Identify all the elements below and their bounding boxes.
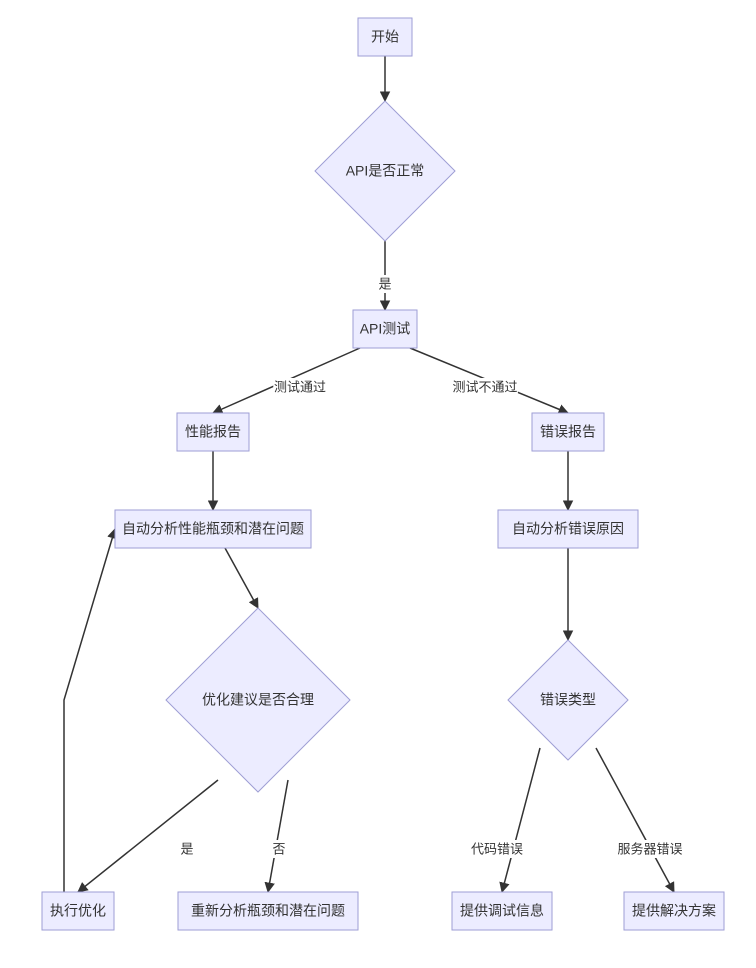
node-label-api_test: API测试 (360, 321, 411, 337)
node-opt_decide: 优化建议是否合理 (166, 608, 350, 792)
node-label-debug_info: 提供调试信息 (460, 903, 544, 919)
node-label-auto_err: 自动分析错误原因 (512, 521, 624, 537)
edge-label-api_normal-api_test: 是 (378, 276, 391, 291)
edge-label-api_test-err_report: 测试不通过 (452, 379, 517, 394)
edge-label-opt_decide-exec_opt: 是 (180, 841, 193, 856)
edge-auto_perf-opt_decide (225, 548, 258, 608)
edge-opt_decide-exec_opt (78, 780, 218, 892)
node-start: 开始 (358, 18, 412, 56)
node-api_test: API测试 (353, 310, 417, 348)
edge-label-err_type-debug_info: 代码错误 (471, 841, 523, 856)
node-label-perf_report: 性能报告 (185, 424, 241, 440)
edge-label-opt_decide-reanalyze: 否 (272, 841, 285, 856)
edge-opt_decide-reanalyze (268, 780, 288, 892)
edge-err_type-solution (596, 748, 674, 892)
node-reanalyze: 重新分析瓶颈和潜在问题 (178, 892, 358, 930)
node-debug_info: 提供调试信息 (452, 892, 552, 930)
nodes-layer: 开始 API是否正常 API测试性能报告 错误报告自动分析性能瓶颈和潜在问题 自动分析错… (42, 18, 724, 930)
node-api_normal: API是否正常 (315, 101, 455, 241)
node-solution: 提供解决方案 (624, 892, 724, 930)
node-perf_report: 性能报告 (177, 413, 249, 451)
edge-label-api_test-perf_report: 测试通过 (274, 379, 326, 394)
node-label-api_normal: API是否正常 (346, 163, 425, 179)
edge-err_type-debug_info (502, 748, 540, 892)
edge-exec_opt-auto_perf (64, 529, 115, 892)
node-label-err_report: 错误报告 (540, 424, 596, 440)
node-label-auto_perf: 自动分析性能瓶颈和潜在问题 (122, 521, 304, 537)
node-label-opt_decide: 优化建议是否合理 (202, 692, 314, 708)
node-label-exec_opt: 执行优化 (50, 903, 106, 919)
edge-label-err_type-solution: 服务器错误 (617, 841, 682, 856)
node-label-err_type: 错误类型 (540, 692, 596, 708)
node-auto_perf: 自动分析性能瓶颈和潜在问题 (115, 510, 311, 548)
node-exec_opt: 执行优化 (42, 892, 114, 930)
flowchart-canvas: 是测试通过测试不通过是否代码错误服务器错误开始API是否正常API测试性能报告错… (0, 0, 756, 968)
node-auto_err: 自动分析错误原因 (498, 510, 638, 548)
node-label-reanalyze: 重新分析瓶颈和潜在问题 (191, 903, 345, 919)
node-err_report: 错误报告 (532, 413, 604, 451)
node-label-start: 开始 (371, 29, 399, 45)
node-label-solution: 提供解决方案 (632, 903, 716, 919)
node-err_type: 错误类型 (508, 640, 628, 760)
